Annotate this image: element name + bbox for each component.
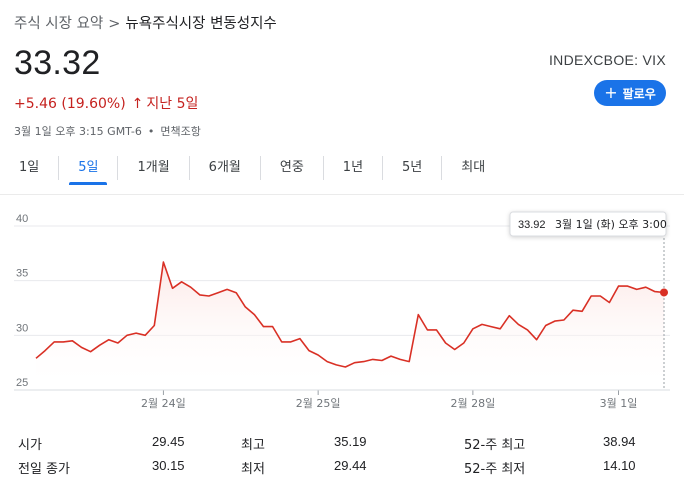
y-tick-label: 25 [16,377,28,389]
tab-1-day[interactable]: 1일 [0,156,60,180]
range-tabs: 1일 5일 1개월 6개월 연중 1년 5년 최대 [0,156,504,185]
quote-timestamp: 3월 1일 오후 3:15 GMT-6 [14,125,142,138]
stat-high-label: 최고 [241,438,265,453]
stat-low-label: 최저 [241,462,265,477]
price-chart[interactable]: 40 35 30 25 2월 24일 2월 25일 2월 28일 3월 1일 33.92 3월 1… [0,200,684,420]
tab-label: 최대 [461,160,486,175]
change-period: 지난 5일 [146,96,199,112]
x-tick-label: 2월 24일 [141,396,186,410]
area-fill [36,262,664,390]
quote-meta: 3월 1일 오후 3:15 GMT-6 • 면책조항 [14,123,201,139]
stat-52w-high-label: 52-주 최고 [464,438,526,453]
tab-label: 1개월 [137,160,170,175]
tab-max[interactable]: 최대 [442,156,504,180]
plus-icon: + [604,83,618,102]
stat-prev-close-value: 30.15 [152,458,185,473]
stat-low-value: 29.44 [334,458,367,473]
tab-1-year[interactable]: 1년 [324,156,384,180]
change-value: +5.46 (19.60%) [14,96,126,112]
follow-button[interactable]: + 팔로우 [594,80,666,106]
tab-label: 5년 [402,160,423,175]
series-line [35,261,665,368]
breadcrumb-current: 뉴욕주식시장 변동성지수 [125,16,277,32]
stat-open-value: 29.45 [152,434,185,449]
breadcrumb: 주식 시장 요약 > 뉴욕주식시장 변동성지수 [14,12,277,33]
stat-high-value: 35.19 [334,434,367,449]
tab-6-month[interactable]: 6개월 [190,156,261,180]
stat-52w-low-label: 52-주 최저 [464,462,526,477]
x-tick-label: 3월 1일 [600,396,638,410]
tab-5-day[interactable]: 5일 [59,156,119,185]
y-tick-label: 40 [16,213,28,225]
stat-prev-close-label: 전일 종가 [18,462,70,477]
tab-label: 6개월 [208,160,241,175]
meta-separator: • [147,125,155,138]
breadcrumb-root-link[interactable]: 주식 시장 요약 [14,16,104,32]
breadcrumb-separator: > [108,16,121,32]
current-price: 33.32 [14,44,101,82]
stat-52w-low-value: 14.10 [603,458,636,473]
y-tick-label: 30 [16,322,28,334]
tooltip [509,211,667,237]
stat-52w-high-value: 38.94 [603,434,636,449]
tab-label: 5일 [78,160,99,175]
tab-label: 연중 [279,160,304,175]
tab-1-month[interactable]: 1개월 [118,156,190,180]
tab-5-year[interactable]: 5년 [383,156,443,180]
tabs-divider [0,194,684,195]
y-tick-label: 35 [16,268,28,280]
arrow-up-icon: ↑ [131,96,144,112]
last-point [660,288,668,297]
tooltip-value: 33.92 [518,219,546,231]
tab-label: 1일 [19,160,40,175]
follow-button-label: 팔로우 [622,86,656,101]
disclaimer-link[interactable]: 면책조항 [160,125,201,138]
price-change: +5.46 (19.60%) ↑ 지난 5일 [14,93,198,113]
x-tick-label: 2월 28일 [451,396,496,410]
ticker-symbol: INDEXCBOE: VIX [548,52,666,68]
tooltip-label: 3월 1일 (화) 오후 3:00 [555,217,667,231]
tab-ytd[interactable]: 연중 [261,156,324,180]
x-tick-label: 2월 25일 [296,396,341,410]
stat-open-label: 시가 [18,438,42,453]
tab-label: 1년 [342,160,364,175]
